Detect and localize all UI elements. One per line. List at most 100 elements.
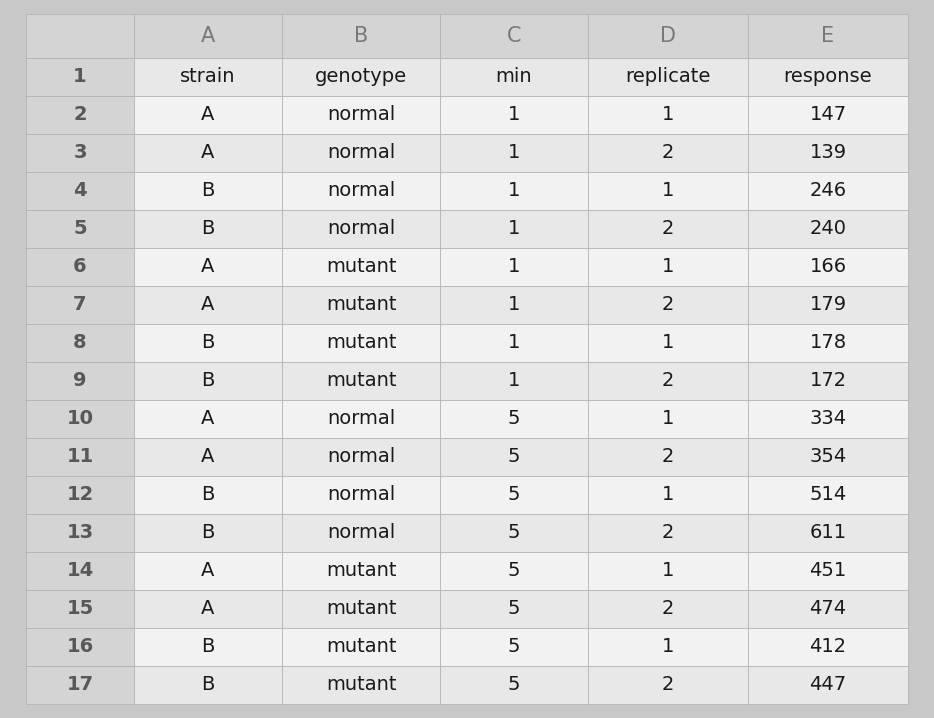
Text: 2: 2 xyxy=(73,106,87,124)
Text: 9: 9 xyxy=(73,371,87,391)
Text: 1: 1 xyxy=(508,371,520,391)
Bar xyxy=(440,514,588,552)
Text: mutant: mutant xyxy=(326,561,396,580)
Text: 240: 240 xyxy=(810,220,846,238)
Bar xyxy=(440,666,588,704)
Text: A: A xyxy=(202,296,215,314)
Bar xyxy=(440,286,588,324)
Text: 1: 1 xyxy=(662,182,674,200)
Bar xyxy=(588,438,748,476)
Bar xyxy=(26,210,134,248)
Text: 2: 2 xyxy=(662,600,674,618)
Bar xyxy=(282,286,440,324)
Text: 2: 2 xyxy=(662,144,674,162)
Text: 1: 1 xyxy=(662,485,674,505)
Bar xyxy=(440,248,588,286)
Bar xyxy=(748,552,908,590)
Text: 5: 5 xyxy=(508,676,520,694)
Text: A: A xyxy=(202,106,215,124)
Bar xyxy=(748,324,908,362)
Bar xyxy=(26,438,134,476)
Text: B: B xyxy=(202,333,215,353)
Bar xyxy=(748,58,908,96)
Bar xyxy=(282,552,440,590)
Bar xyxy=(134,172,282,210)
Text: 1: 1 xyxy=(508,333,520,353)
Text: 611: 611 xyxy=(810,523,846,543)
Text: normal: normal xyxy=(327,409,395,429)
Text: 17: 17 xyxy=(66,676,93,694)
Text: mutant: mutant xyxy=(326,296,396,314)
Bar xyxy=(134,666,282,704)
Bar xyxy=(588,58,748,96)
Bar xyxy=(440,324,588,362)
Bar xyxy=(26,666,134,704)
Text: A: A xyxy=(202,447,215,467)
Text: A: A xyxy=(202,258,215,276)
Text: 3: 3 xyxy=(73,144,87,162)
Bar xyxy=(748,438,908,476)
Bar xyxy=(588,552,748,590)
Bar xyxy=(134,438,282,476)
Text: 1: 1 xyxy=(508,106,520,124)
Bar xyxy=(134,324,282,362)
Bar xyxy=(588,172,748,210)
Bar xyxy=(588,400,748,438)
Bar xyxy=(440,438,588,476)
Text: A: A xyxy=(202,409,215,429)
Bar xyxy=(440,400,588,438)
Bar xyxy=(588,324,748,362)
Bar xyxy=(588,134,748,172)
Bar xyxy=(134,134,282,172)
Text: 5: 5 xyxy=(508,409,520,429)
Text: 1: 1 xyxy=(508,182,520,200)
Text: replicate: replicate xyxy=(625,67,711,86)
Bar xyxy=(440,172,588,210)
Bar xyxy=(748,628,908,666)
Bar xyxy=(282,324,440,362)
Text: 1: 1 xyxy=(73,67,87,86)
Bar xyxy=(588,514,748,552)
Bar xyxy=(26,400,134,438)
Bar xyxy=(26,324,134,362)
Bar xyxy=(588,96,748,134)
Text: B: B xyxy=(202,220,215,238)
Text: A: A xyxy=(202,144,215,162)
Text: 5: 5 xyxy=(508,485,520,505)
Bar xyxy=(26,58,134,96)
Text: 166: 166 xyxy=(810,258,846,276)
Bar xyxy=(440,134,588,172)
Bar xyxy=(134,362,282,400)
Bar xyxy=(26,286,134,324)
Bar xyxy=(440,552,588,590)
Bar xyxy=(134,400,282,438)
Bar xyxy=(282,362,440,400)
Text: 1: 1 xyxy=(508,296,520,314)
Text: normal: normal xyxy=(327,523,395,543)
Bar xyxy=(134,552,282,590)
Bar xyxy=(134,286,282,324)
Text: 2: 2 xyxy=(662,371,674,391)
Bar xyxy=(134,628,282,666)
Text: normal: normal xyxy=(327,220,395,238)
Text: B: B xyxy=(354,26,368,46)
Text: 246: 246 xyxy=(810,182,846,200)
Bar xyxy=(26,248,134,286)
Bar xyxy=(440,362,588,400)
Bar xyxy=(134,514,282,552)
Text: 13: 13 xyxy=(66,523,93,543)
Bar xyxy=(440,58,588,96)
Bar xyxy=(748,248,908,286)
Bar xyxy=(26,362,134,400)
Text: 2: 2 xyxy=(662,296,674,314)
Bar xyxy=(748,134,908,172)
Text: 1: 1 xyxy=(508,220,520,238)
Bar xyxy=(282,14,440,58)
Bar xyxy=(748,286,908,324)
Bar xyxy=(588,286,748,324)
Bar xyxy=(26,628,134,666)
Text: 139: 139 xyxy=(810,144,846,162)
Text: mutant: mutant xyxy=(326,600,396,618)
Text: 354: 354 xyxy=(810,447,846,467)
Text: 514: 514 xyxy=(810,485,846,505)
